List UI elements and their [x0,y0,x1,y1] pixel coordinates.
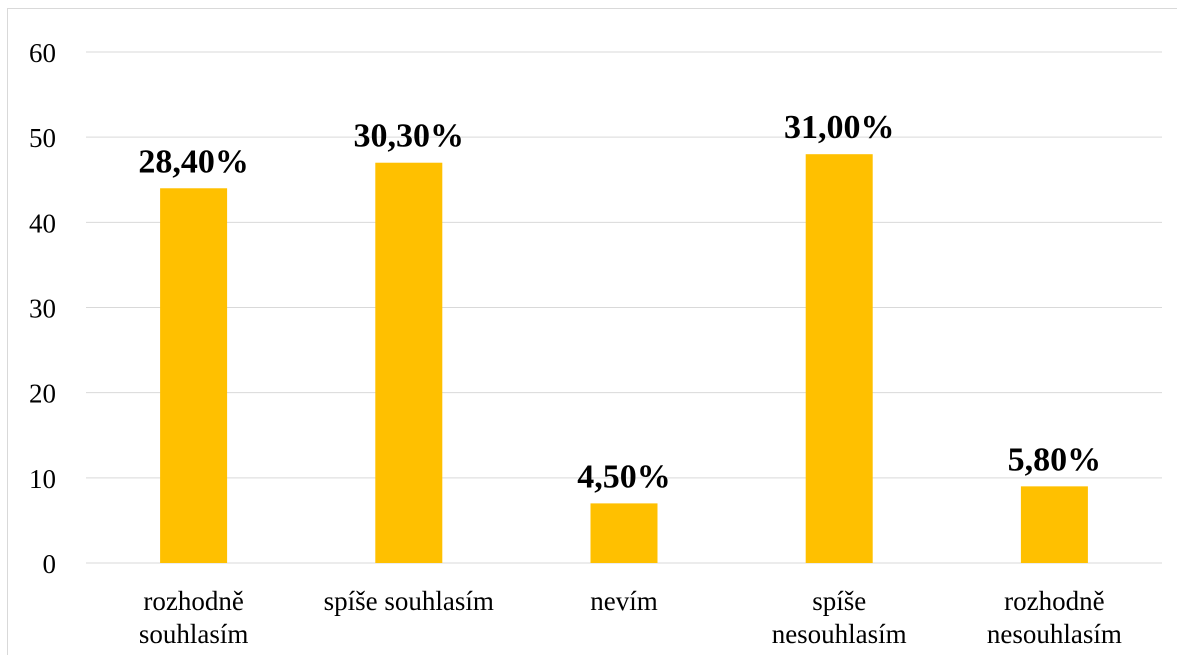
x-tick-label: rozhodně [143,586,243,616]
data-label: 31,00% [784,109,895,146]
data-labels: 28,40% 30,30% 4,50% 31,00% 5,80% [138,109,1101,495]
data-label: 5,80% [1008,441,1102,478]
bar [805,154,873,563]
data-label: 4,50% [577,458,671,495]
y-tick-label: 10 [29,464,56,494]
y-tick-label: 60 [29,38,56,68]
y-tick-label: 50 [29,123,56,153]
bar [375,162,443,563]
chart-frame [7,8,1177,655]
x-tick-label: rozhodně [1004,586,1104,616]
y-tick-label: 30 [29,294,56,324]
y-tick-label: 40 [29,208,56,238]
bars [160,154,1088,563]
data-label: 30,30% [354,118,465,155]
x-tick-label: spíše [812,586,866,616]
x-tick-label: souhlasím [139,619,249,649]
y-tick-label: 0 [43,549,57,579]
bar [160,188,228,563]
x-tick-label: nesouhlasím [987,619,1122,649]
x-tick-label: spíše souhlasím [324,586,494,616]
y-tick-label: 20 [29,379,56,409]
x-tick-label: nesouhlasím [772,619,907,649]
bar [1020,486,1088,563]
x-tick-label: nevím [590,586,658,616]
bar [590,503,658,563]
data-label: 28,40% [138,143,249,180]
y-axis-ticks: 0 10 20 30 40 50 60 [29,38,56,579]
